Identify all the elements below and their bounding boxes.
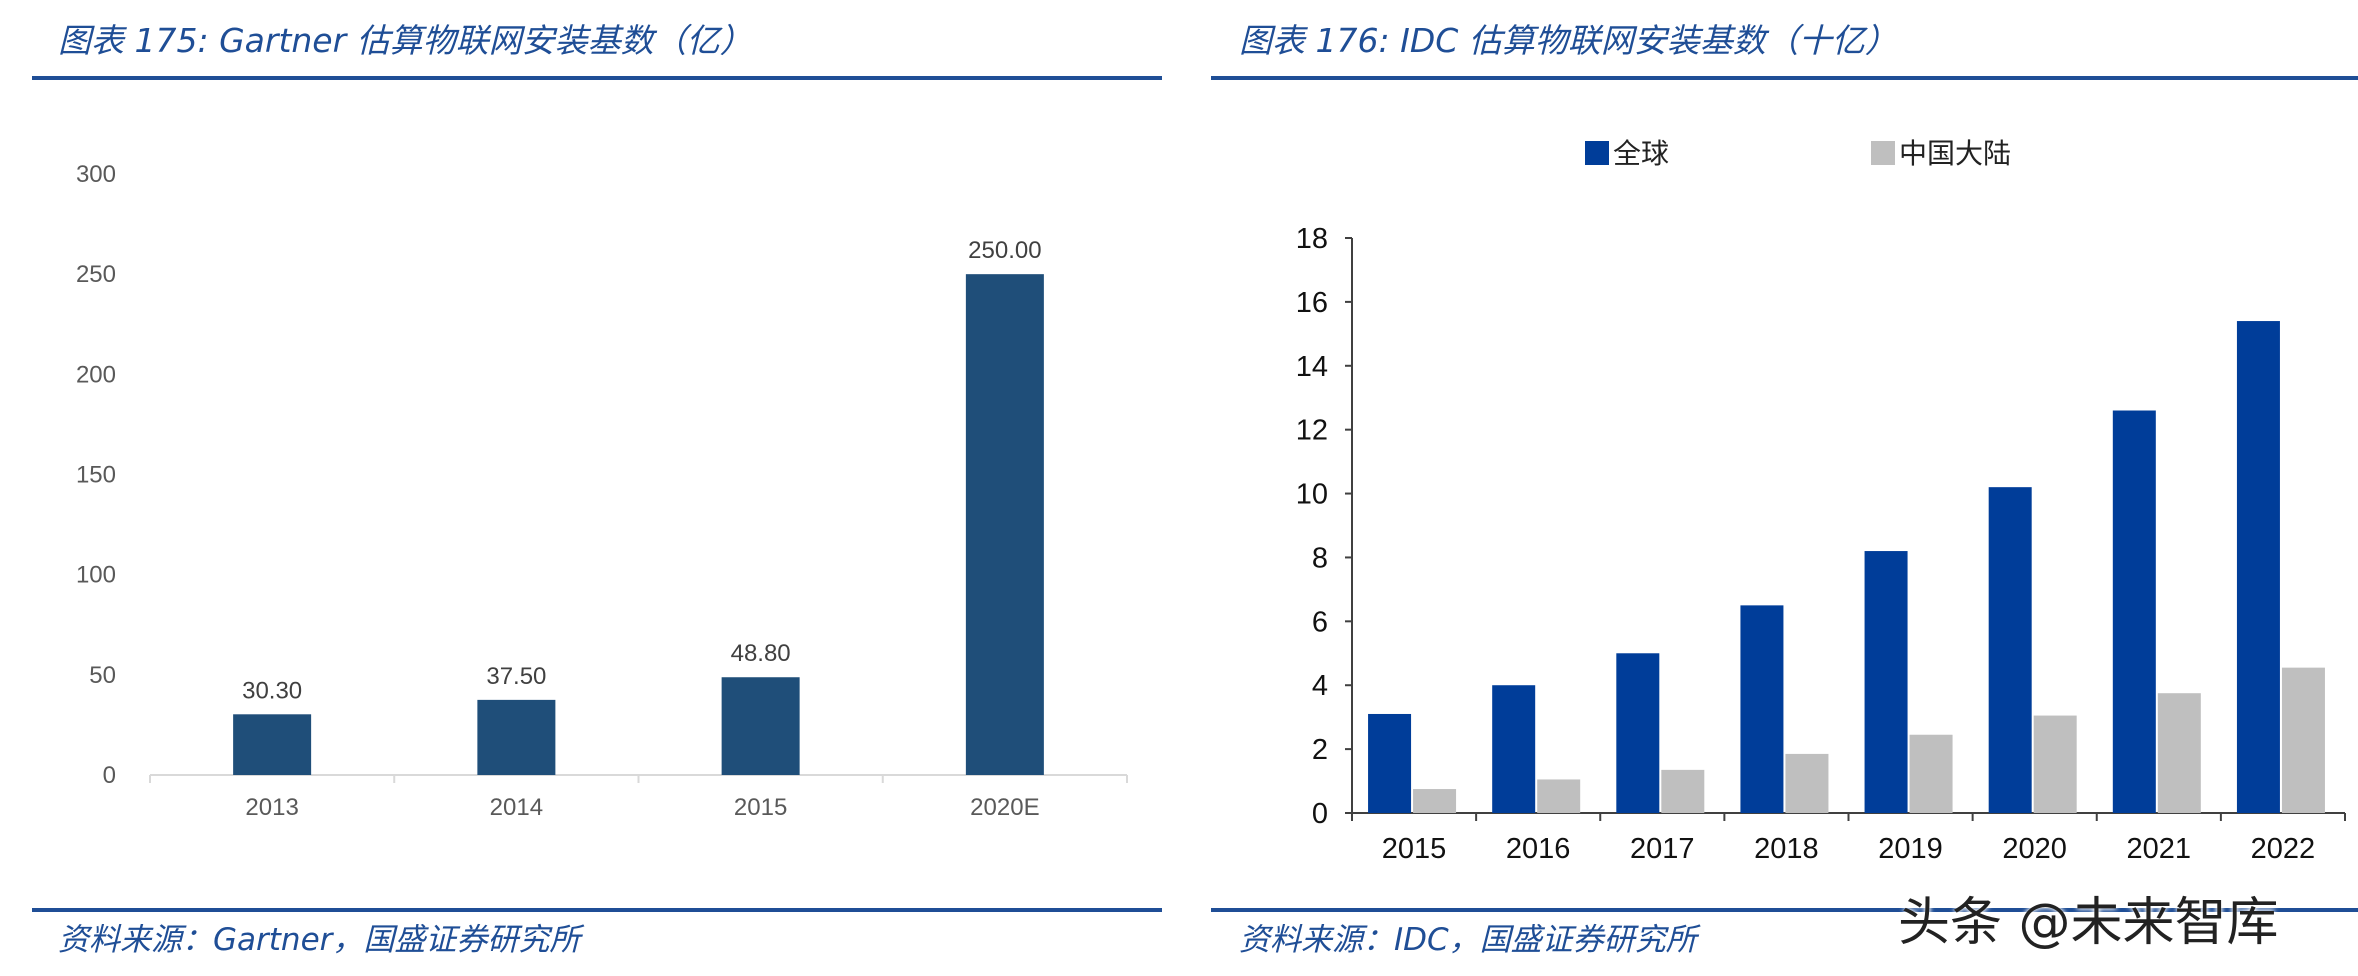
x-tick-label-2018: 2018 <box>1754 833 1819 865</box>
data-label-2013: 30.30 <box>242 677 302 704</box>
legend-label-1: 中国大陆 <box>1899 137 2011 170</box>
data-label-2014: 37.50 <box>486 663 546 690</box>
bar-global-2017 <box>1616 653 1660 813</box>
x-tick-label-2014: 2014 <box>490 794 543 821</box>
y-tick-label-5: 250 <box>76 261 116 288</box>
bar-global-2022 <box>2236 321 2280 813</box>
bar-china-2017 <box>1661 769 1705 813</box>
bar-global-2019 <box>1864 551 1908 813</box>
bar-global-2016 <box>1492 685 1536 813</box>
bar-2013 <box>233 714 312 775</box>
data-label-2015: 48.80 <box>731 640 791 667</box>
x-tick-label-2013: 2013 <box>245 794 298 821</box>
idc-grouped-bar-chart: 全球 中国大陆 0 2 4 6 8 10 12 14 16 18 2015 2016 2017 2018 201… <box>1296 137 2346 865</box>
legend-label-0: 全球 <box>1613 137 1669 170</box>
bar-2015 <box>721 677 800 775</box>
y-tick-label-4: 200 <box>76 361 116 388</box>
watermark-text: 头条 @未来智库 <box>1898 893 2279 953</box>
bar-china-2016 <box>1537 779 1581 813</box>
bar-china-2021 <box>2157 693 2201 813</box>
bar-china-2015 <box>1413 789 1457 813</box>
bar-2020E <box>965 274 1044 775</box>
gartner-bar-chart: 0 50 100 150 200 250 300 30.30 2013 37.50 2014 48.8… <box>76 161 1128 821</box>
right-title-rule <box>1211 76 2358 80</box>
right-source-note: 资料来源：IDC，国盛证券研究所 <box>1239 922 1697 958</box>
bar-global-2018 <box>1740 605 1784 813</box>
y-tick-label-6: 300 <box>76 161 116 188</box>
bar-china-2019 <box>1909 734 1953 813</box>
y-tick-label-5: 10 <box>1296 479 1328 511</box>
bar-china-2020 <box>2033 715 2077 813</box>
left-title-rule <box>32 76 1162 80</box>
x-tick-label-2021: 2021 <box>2127 833 2192 865</box>
legend-swatch-1 <box>1871 141 1895 165</box>
left-source-note: 资料来源：Gartner，国盛证券研究所 <box>58 922 581 958</box>
y-tick-label-2: 4 <box>1312 670 1328 702</box>
y-tick-label-6: 12 <box>1296 415 1328 447</box>
y-tick-label-8: 16 <box>1296 287 1328 319</box>
left-source-rule <box>32 908 1162 912</box>
right-figure-panel: 图表 176: IDC 估算物联网安装基数（十亿） 全球 中国大陆 0 2 4 6 8 10 1… <box>1205 0 2358 976</box>
data-label-2020E: 250.00 <box>968 237 1041 264</box>
bar-china-2018 <box>1785 753 1829 813</box>
y-tick-label-4: 8 <box>1312 542 1328 574</box>
x-tick-label-2020: 2020 <box>2002 833 2067 865</box>
legend-swatch-0 <box>1585 141 1609 165</box>
y-tick-label-3: 6 <box>1312 606 1328 638</box>
left-figure-title: 图表 175: Gartner 估算物联网安装基数（亿） <box>58 21 753 60</box>
x-tick-label-2020E: 2020E <box>970 794 1039 821</box>
bar-global-2015 <box>1368 713 1412 813</box>
x-tick-label-2019: 2019 <box>1878 833 1943 865</box>
bar-2014 <box>477 699 556 775</box>
bar-global-2020 <box>1988 487 2032 813</box>
y-tick-label-3: 150 <box>76 462 116 489</box>
right-source-rule <box>1211 908 2358 912</box>
x-tick-label-2016: 2016 <box>1506 833 1571 865</box>
left-figure-panel: 图表 175: Gartner 估算物联网安装基数（亿） 0 50 100 150 20… <box>32 21 1162 958</box>
x-tick-label-2017: 2017 <box>1630 833 1695 865</box>
y-tick-label-0: 0 <box>1312 798 1328 830</box>
right-figure-title: 图表 176: IDC 估算物联网安装基数（十亿） <box>1239 21 1898 60</box>
y-tick-label-0: 0 <box>103 762 116 789</box>
y-tick-label-1: 50 <box>89 662 116 689</box>
x-tick-label-2015: 2015 <box>1382 833 1447 865</box>
bar-global-2021 <box>2112 410 2156 813</box>
y-tick-label-1: 2 <box>1312 734 1328 766</box>
x-tick-label-2015: 2015 <box>734 794 787 821</box>
y-tick-label-7: 14 <box>1296 351 1328 383</box>
bar-china-2022 <box>2281 667 2325 813</box>
y-tick-label-2: 100 <box>76 562 116 589</box>
x-tick-label-2022: 2022 <box>2251 833 2316 865</box>
y-tick-label-9: 18 <box>1296 223 1328 255</box>
